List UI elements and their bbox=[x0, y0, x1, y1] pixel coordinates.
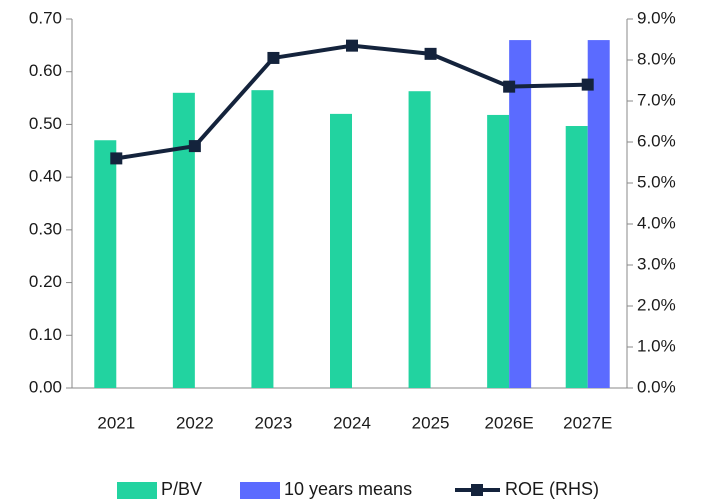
y2-tick-label: 9.0% bbox=[637, 8, 676, 27]
y-tick-label: 0.70 bbox=[29, 8, 62, 27]
x-tick-label: 2025 bbox=[412, 413, 450, 432]
line-marker bbox=[188, 140, 201, 153]
y2-tick-label: 7.0% bbox=[637, 90, 676, 109]
y-tick-label: 0.20 bbox=[29, 272, 62, 291]
x-tick-label: 2022 bbox=[176, 413, 214, 432]
y-tick-label: 0.00 bbox=[29, 377, 62, 396]
x-tick-label: 2023 bbox=[255, 413, 293, 432]
legend-swatch bbox=[117, 482, 157, 499]
legend-swatch bbox=[240, 482, 280, 499]
y2-tick-label: 4.0% bbox=[637, 213, 676, 232]
bar bbox=[172, 92, 195, 389]
y2-tick-label: 3.0% bbox=[637, 254, 676, 273]
y2-tick-label: 5.0% bbox=[637, 172, 676, 191]
line-marker bbox=[424, 47, 437, 60]
line-marker bbox=[503, 80, 516, 93]
x-tick-label: 2026E bbox=[485, 413, 534, 432]
y-tick-label: 0.30 bbox=[29, 219, 62, 238]
bar bbox=[94, 140, 117, 388]
legend-marker bbox=[471, 484, 483, 496]
bar bbox=[587, 40, 610, 388]
bar bbox=[565, 126, 588, 388]
bar bbox=[487, 114, 510, 388]
bar bbox=[408, 91, 431, 389]
y-tick-label: 0.50 bbox=[29, 114, 62, 133]
y-tick-label: 0.40 bbox=[29, 167, 62, 186]
x-tick-label: 2024 bbox=[333, 413, 371, 432]
legend-label: ROE (RHS) bbox=[505, 479, 599, 499]
y2-tick-label: 8.0% bbox=[637, 49, 676, 68]
x-tick-label: 2027E bbox=[563, 413, 612, 432]
legend-label: P/BV bbox=[161, 479, 202, 499]
bar bbox=[330, 113, 352, 388]
line-marker bbox=[110, 152, 123, 165]
line-marker bbox=[267, 51, 280, 64]
y2-tick-label: 6.0% bbox=[637, 131, 676, 150]
y2-tick-label: 2.0% bbox=[637, 295, 676, 314]
y-tick-label: 0.60 bbox=[29, 61, 62, 80]
y-tick-label: 0.10 bbox=[29, 325, 62, 344]
legend-label: 10 years means bbox=[284, 479, 412, 499]
line-marker bbox=[346, 39, 358, 52]
x-tick-label: 2021 bbox=[97, 413, 135, 432]
bar bbox=[251, 90, 274, 389]
y2-tick-label: 0.0% bbox=[637, 377, 676, 396]
line-marker bbox=[581, 78, 594, 91]
y2-tick-label: 1.0% bbox=[637, 336, 676, 355]
bar bbox=[509, 40, 532, 388]
